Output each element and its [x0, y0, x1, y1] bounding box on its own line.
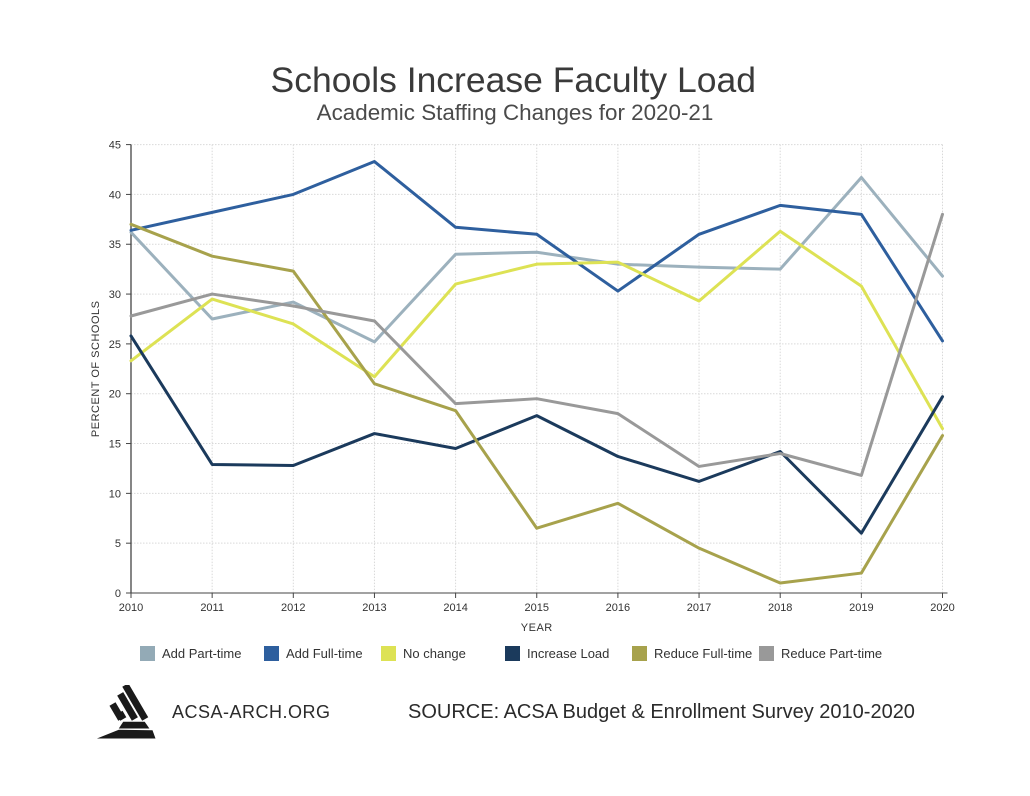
svg-text:10: 10 — [109, 488, 121, 500]
svg-text:PERCENT OF SCHOOLS: PERCENT OF SCHOOLS — [90, 301, 102, 438]
svg-text:2018: 2018 — [768, 602, 792, 614]
svg-text:30: 30 — [109, 289, 121, 301]
svg-text:5: 5 — [115, 538, 121, 550]
svg-text:2015: 2015 — [525, 602, 549, 614]
svg-text:35: 35 — [109, 239, 121, 251]
svg-text:2020: 2020 — [930, 602, 954, 614]
svg-text:15: 15 — [109, 439, 121, 451]
svg-text:0: 0 — [115, 588, 121, 600]
svg-text:2010: 2010 — [119, 602, 143, 614]
svg-text:YEAR: YEAR — [521, 622, 553, 634]
svg-text:2017: 2017 — [687, 602, 711, 614]
svg-text:20: 20 — [109, 389, 121, 401]
svg-text:2019: 2019 — [849, 602, 873, 614]
svg-text:2012: 2012 — [281, 602, 305, 614]
svg-text:40: 40 — [109, 189, 121, 201]
svg-text:2016: 2016 — [606, 602, 630, 614]
svg-text:2014: 2014 — [443, 602, 467, 614]
svg-text:45: 45 — [109, 140, 121, 152]
svg-text:2013: 2013 — [362, 602, 386, 614]
svg-text:2011: 2011 — [200, 602, 224, 614]
svg-text:25: 25 — [109, 339, 121, 351]
